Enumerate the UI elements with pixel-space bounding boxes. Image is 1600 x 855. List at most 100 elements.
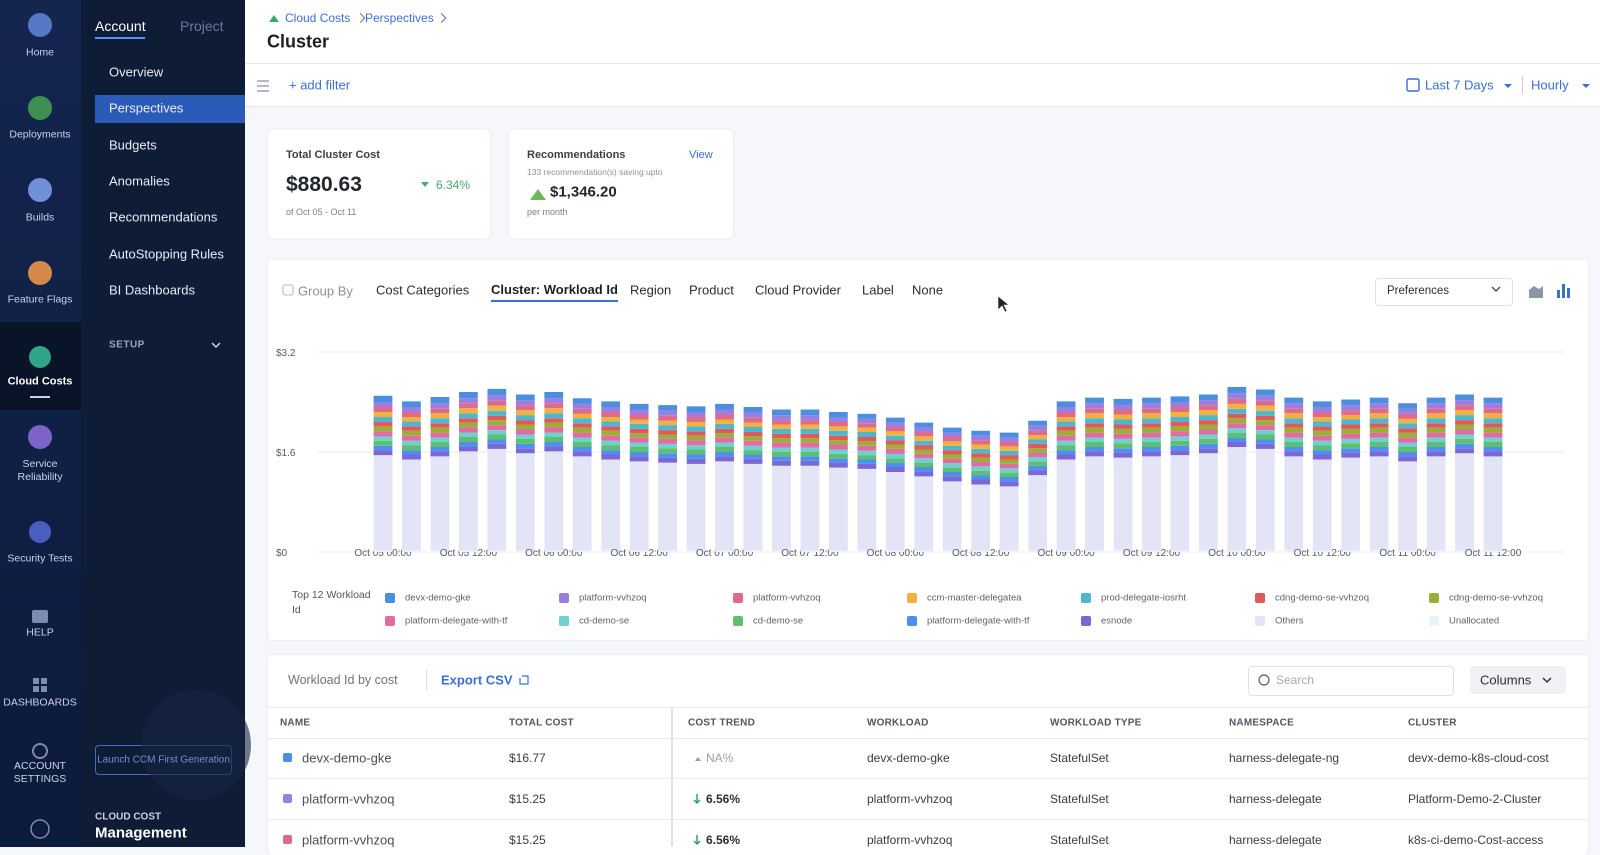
group-by-label: Group By xyxy=(298,283,353,299)
card-link[interactable]: View xyxy=(689,149,713,161)
group-by-option[interactable]: None xyxy=(912,282,944,298)
search-placeholder[interactable]: Search xyxy=(1276,673,1315,687)
bar-segment xyxy=(686,431,706,436)
bar-segment xyxy=(1028,439,1048,444)
bar-segment xyxy=(515,405,535,411)
nav-tab[interactable]: Account xyxy=(95,18,146,34)
rail-item[interactable]: Builds xyxy=(25,211,55,224)
rail-item[interactable]: DASHBOARDS xyxy=(3,696,77,709)
bar-segment xyxy=(658,448,678,454)
bar-segment xyxy=(1483,408,1503,414)
bar-segment xyxy=(1142,456,1161,551)
bar-segment xyxy=(1398,550,1418,552)
rail-item[interactable]: Feature Flags xyxy=(7,293,73,306)
bar-segment xyxy=(458,437,478,442)
group-by-option[interactable]: Label xyxy=(862,282,894,298)
bar-segment xyxy=(1056,421,1076,427)
bar-segment xyxy=(743,440,763,446)
x-tick-label: Oct 06 12:00 xyxy=(611,548,669,559)
chart: $0 $1.6 $3.2 Oct 05 00:00 Oct 05 12:00 Oct 06… xyxy=(276,348,1565,559)
bar-segment xyxy=(828,449,848,454)
bar-segment xyxy=(1056,430,1076,436)
table-cell: $16.77 xyxy=(509,751,546,765)
rail-item[interactable]: Cloud Costs xyxy=(7,375,73,388)
bar-segment xyxy=(1398,442,1418,447)
group-by-option[interactable]: Product xyxy=(689,282,734,298)
export-csv[interactable]: Export CSV xyxy=(441,672,513,688)
bar-segment xyxy=(430,437,450,442)
rail-item[interactable]: Deployments xyxy=(9,128,71,141)
nav-item[interactable]: AutoStopping Rules xyxy=(109,246,224,262)
bar-segment xyxy=(1483,427,1503,433)
bar-segment xyxy=(402,445,421,451)
bar-segment xyxy=(800,456,820,461)
column-header[interactable]: TOTAL COST xyxy=(509,717,574,729)
bar-segment xyxy=(402,421,421,427)
group-by-option[interactable]: Cluster: Workload Id xyxy=(491,282,618,302)
nav-item[interactable]: Anomalies xyxy=(109,173,170,189)
bar-chart-toggle[interactable] xyxy=(1557,284,1570,298)
breadcrumb[interactable]: Cloud Costs xyxy=(285,11,351,25)
bar-segment xyxy=(1056,417,1076,422)
bar-segment xyxy=(402,417,421,422)
preferences-label[interactable]: Preferences xyxy=(1387,285,1450,297)
bar-segment xyxy=(715,423,734,429)
bar-segment xyxy=(914,449,934,454)
bar-segment xyxy=(1483,413,1503,419)
preferences-dropdown[interactable] xyxy=(1375,278,1513,306)
bar-segment xyxy=(629,456,649,462)
column-header[interactable]: WORKLOAD TYPE xyxy=(1050,717,1142,729)
nav-item[interactable]: Perspectives xyxy=(109,100,184,116)
granularity[interactable]: Hourly xyxy=(1531,77,1569,93)
bar-segment xyxy=(828,422,848,427)
time-range[interactable]: Last 7 Days xyxy=(1425,77,1494,93)
bar-segment xyxy=(1483,550,1503,552)
bar-segment xyxy=(572,442,592,447)
breadcrumb[interactable]: Perspectives xyxy=(365,11,434,25)
rail-item[interactable]: Service Reliability xyxy=(17,458,63,483)
legend-label: cdng-demo-se-vvhzoq xyxy=(1449,592,1543,604)
group-by-option[interactable]: Cost Categories xyxy=(376,282,470,298)
bar-segment xyxy=(1455,443,1474,449)
bar-segment xyxy=(1455,400,1474,406)
bar-segment xyxy=(1028,470,1048,476)
search-box[interactable] xyxy=(1248,666,1454,696)
bar-segment xyxy=(857,432,877,437)
column-header[interactable]: COST TREND xyxy=(688,717,755,729)
bar-segment xyxy=(1056,401,1076,407)
columns-label[interactable]: Columns xyxy=(1480,672,1532,688)
bar-segment xyxy=(1056,550,1076,552)
nav-item[interactable]: Recommendations xyxy=(109,209,218,225)
nav-item[interactable]: Budgets xyxy=(109,137,157,153)
column-header[interactable]: WORKLOAD xyxy=(867,717,929,729)
rail-item[interactable]: Home xyxy=(25,46,54,59)
nav-item[interactable]: Overview xyxy=(109,64,164,80)
bar-segment xyxy=(772,428,791,434)
launch-button-label[interactable]: Launch CCM First Generation xyxy=(97,754,230,766)
bar-segment xyxy=(544,446,564,452)
nav-tab[interactable]: Project xyxy=(180,18,224,34)
table-title: Workload Id by cost xyxy=(288,673,398,687)
add-filter[interactable]: + add filter xyxy=(289,77,351,93)
bar-segment xyxy=(572,437,592,442)
area-chart-toggle[interactable] xyxy=(1529,286,1543,298)
bar-segment xyxy=(544,451,564,551)
column-header[interactable]: CLUSTER xyxy=(1408,717,1457,729)
rail-item[interactable]: ACCOUNT SETTINGS xyxy=(13,760,67,785)
nav-item[interactable]: BI Dashboards xyxy=(109,282,195,298)
nav-section[interactable]: SETUP xyxy=(109,339,145,351)
bar-segment xyxy=(1341,424,1361,429)
bar-segment xyxy=(715,414,734,420)
column-header[interactable]: NAME xyxy=(280,717,311,729)
bar-segment xyxy=(430,408,450,414)
rail-item[interactable]: HELP xyxy=(26,626,54,639)
rail-item[interactable]: Security Tests xyxy=(7,552,73,565)
bar-segment xyxy=(1170,450,1190,456)
bar-segment xyxy=(1028,457,1048,462)
bar-segment xyxy=(743,412,763,418)
bar-segment xyxy=(1426,413,1446,419)
group-by-option[interactable]: Cloud Provider xyxy=(755,282,841,298)
group-by-option[interactable]: Region xyxy=(630,282,672,298)
bar-segment xyxy=(772,415,791,421)
column-header[interactable]: NAMESPACE xyxy=(1229,717,1294,729)
